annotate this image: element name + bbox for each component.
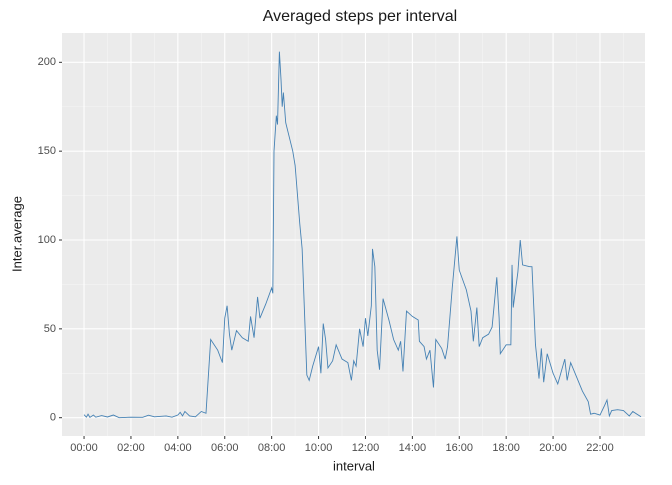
panel bbox=[62, 33, 645, 436]
chart-title: Averaged steps per interval bbox=[263, 8, 457, 25]
y-tick-label: 50 bbox=[44, 323, 56, 335]
x-tick-label: 14:00 bbox=[399, 442, 427, 454]
y-tick-label: 100 bbox=[38, 234, 56, 246]
x-axis-label: interval bbox=[333, 458, 375, 473]
x-tick-label: 22:00 bbox=[586, 442, 614, 454]
x-tick-label: 20:00 bbox=[539, 442, 567, 454]
y-tick-label: 150 bbox=[38, 145, 56, 157]
x-tick-label: 16:00 bbox=[445, 442, 473, 454]
x-tick-label: 08:00 bbox=[258, 442, 286, 454]
x-tick-label: 12:00 bbox=[352, 442, 380, 454]
x-tick-label: 00:00 bbox=[70, 442, 98, 454]
y-axis-label: Inter.average bbox=[9, 196, 24, 272]
y-tick-label: 0 bbox=[50, 412, 56, 424]
x-tick-label: 02:00 bbox=[117, 442, 145, 454]
x-tick-label: 04:00 bbox=[164, 442, 192, 454]
x-tick-label: 10:00 bbox=[305, 442, 333, 454]
data-line bbox=[83, 51, 642, 419]
x-tick-label: 18:00 bbox=[492, 442, 520, 454]
y-tick-label: 200 bbox=[38, 56, 56, 68]
x-tick-label: 06:00 bbox=[211, 442, 239, 454]
